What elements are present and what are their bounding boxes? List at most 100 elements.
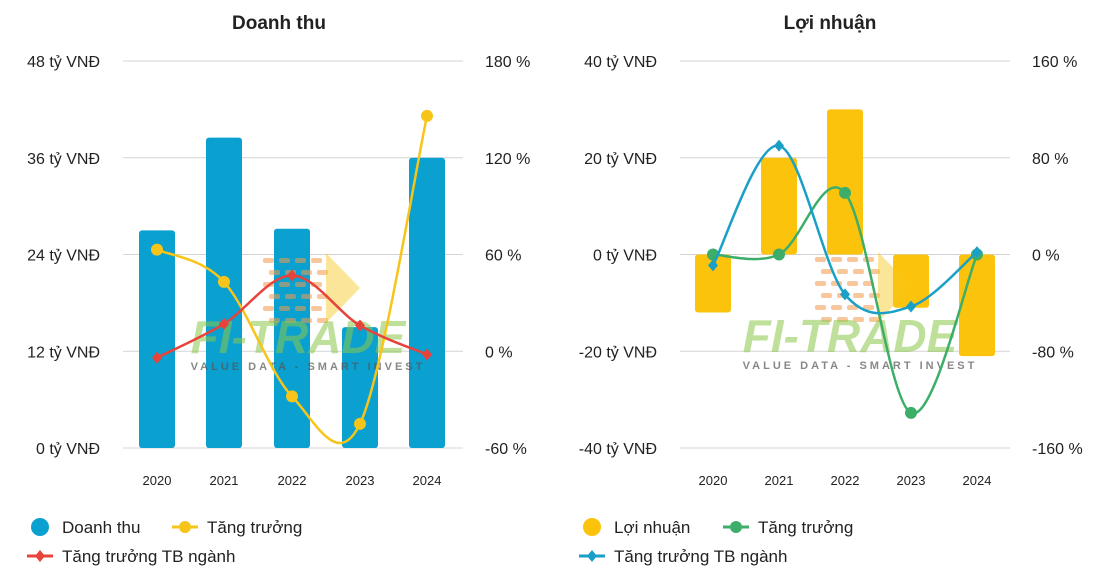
- watermark-logo-stripe: [853, 293, 864, 298]
- bar: [893, 254, 929, 308]
- chart-loi-nhuan: Lợi nhuận 40 tỷ VNĐ 160 % 20 tỷ VNĐ 80 % 0 tỷ…: [579, 13, 1083, 566]
- watermark-logo-stripe: [301, 270, 312, 275]
- x-tick-label: 2023: [897, 473, 926, 488]
- point-marker: [906, 300, 916, 313]
- bar: [959, 254, 995, 357]
- point-marker: [287, 269, 297, 282]
- watermark-logo-stripe: [279, 258, 290, 263]
- point-marker: [286, 390, 298, 403]
- watermark-logo-stripe: [831, 257, 842, 262]
- y-tick-label: 40 tỷ VNĐ: [584, 54, 657, 71]
- x-tick-label: 2022: [278, 473, 307, 488]
- y2-tick-label: 80 %: [1032, 151, 1068, 168]
- watermark-logo-stripe: [311, 306, 322, 311]
- point-marker: [905, 406, 917, 419]
- point-marker: [839, 186, 851, 199]
- watermark-logo-stripe: [311, 258, 322, 263]
- bar: [342, 327, 378, 448]
- x-tick-label: 2020: [699, 473, 728, 488]
- point-marker: [773, 248, 785, 261]
- watermark-logo-stripe: [269, 294, 280, 299]
- watermark-logo-stripe: [847, 281, 858, 286]
- watermark-logo-stripe: [853, 269, 864, 274]
- y-tick-label: -20 tỷ VNĐ: [579, 344, 657, 361]
- y-tick-label: 0 tỷ VNĐ: [593, 248, 657, 265]
- y-tick-label: 24 tỷ VNĐ: [27, 248, 100, 265]
- point-marker: [152, 351, 162, 364]
- watermark-tagline: VALUE DATA - SMART INVEST: [743, 360, 978, 372]
- watermark-logo-stripe: [869, 317, 880, 322]
- legend-label: Tăng trưởng TB ngành: [614, 547, 787, 566]
- point-marker: [421, 109, 433, 122]
- chart-title: Doanh thu: [232, 13, 326, 34]
- x-tick-label: 2024: [963, 473, 992, 488]
- point-marker: [151, 243, 163, 256]
- watermark-logo-stripe: [279, 282, 290, 287]
- legend: Lợi nhuận Tăng trưởng Tăng trưởng TB ngành: [579, 518, 853, 566]
- watermark-brand: FI-TRADE: [743, 310, 959, 362]
- legend-swatch: [31, 518, 49, 536]
- watermark-logo-stripe: [847, 257, 858, 262]
- legend-label: Tăng trưởng: [207, 518, 302, 537]
- bar: [827, 109, 863, 255]
- watermark-logo-stripe: [821, 293, 832, 298]
- bar: [695, 254, 731, 313]
- watermark-logo-stripe: [279, 306, 290, 311]
- y2-tick-label: 0 %: [1032, 248, 1060, 265]
- legend-label: Doanh thu: [62, 518, 140, 537]
- series-line: [711, 144, 978, 315]
- legend-swatch: [587, 550, 597, 562]
- watermark-logo-stripe: [285, 318, 296, 323]
- legend-item: Tăng trưởng TB ngành: [579, 547, 787, 566]
- watermark-logo-stripe: [821, 269, 832, 274]
- watermark-logo-stripe: [837, 317, 848, 322]
- point-marker: [774, 139, 784, 152]
- watermark-tagline: VALUE DATA - SMART INVEST: [191, 361, 426, 373]
- point-marker: [972, 246, 982, 259]
- point-marker: [219, 317, 229, 330]
- legend-swatch: [179, 521, 191, 533]
- chart-doanh-thu: Doanh thu 48 tỷ VNĐ 180 % 36 tỷ VNĐ 120 % 24 …: [27, 13, 530, 566]
- y2-tick-label: -160 %: [1032, 441, 1083, 458]
- bar: [409, 157, 445, 448]
- watermark-logo-stripe: [815, 305, 826, 310]
- y2-tick-label: 120 %: [485, 151, 530, 168]
- watermark-logo-stripe: [831, 305, 842, 310]
- watermark-logo-stripe: [263, 306, 274, 311]
- watermark-logo-stripe: [295, 306, 306, 311]
- y2-tick-label: 60 %: [485, 248, 521, 265]
- watermark-logo-stripe: [295, 258, 306, 263]
- watermark-brand: FI-TRADE: [191, 311, 407, 363]
- watermark-logo-stripe: [295, 282, 306, 287]
- legend-label: Tăng trưởng: [758, 518, 853, 537]
- y-tick-label: 20 tỷ VNĐ: [584, 151, 657, 168]
- watermark-logo-stripe: [263, 258, 274, 263]
- point-marker: [354, 417, 366, 430]
- watermark-logo-stripe: [847, 305, 858, 310]
- watermark-logo-stripe: [837, 269, 848, 274]
- legend-item: Tăng trưởng: [172, 518, 302, 537]
- watermark-logo-stripe: [301, 318, 312, 323]
- bar: [206, 137, 242, 448]
- legend: Doanh thu Tăng trưởng Tăng trưởng TB ngành: [27, 518, 302, 566]
- legend-item: Tăng trưởng: [723, 518, 853, 537]
- point-marker: [422, 348, 432, 361]
- point-marker: [708, 259, 718, 272]
- point-marker: [355, 319, 365, 332]
- legend-item: Doanh thu: [31, 518, 140, 537]
- x-tick-label: 2021: [210, 473, 239, 488]
- legend-swatch: [730, 521, 742, 533]
- y-tick-label: 48 tỷ VNĐ: [27, 54, 100, 71]
- watermark-logo-stripe: [821, 317, 832, 322]
- watermark-logo-stripe: [317, 270, 328, 275]
- watermark-logo-stripe: [853, 317, 864, 322]
- y-tick-label: 36 tỷ VNĐ: [27, 151, 100, 168]
- point-marker: [840, 288, 850, 301]
- watermark-logo-stripe: [869, 269, 880, 274]
- legend-item: Tăng trưởng TB ngành: [27, 547, 235, 566]
- x-tick-label: 2023: [346, 473, 375, 488]
- chart-title: Lợi nhuận: [784, 13, 877, 34]
- watermark-logo-stripe: [815, 281, 826, 286]
- y2-tick-label: 0 %: [485, 344, 513, 361]
